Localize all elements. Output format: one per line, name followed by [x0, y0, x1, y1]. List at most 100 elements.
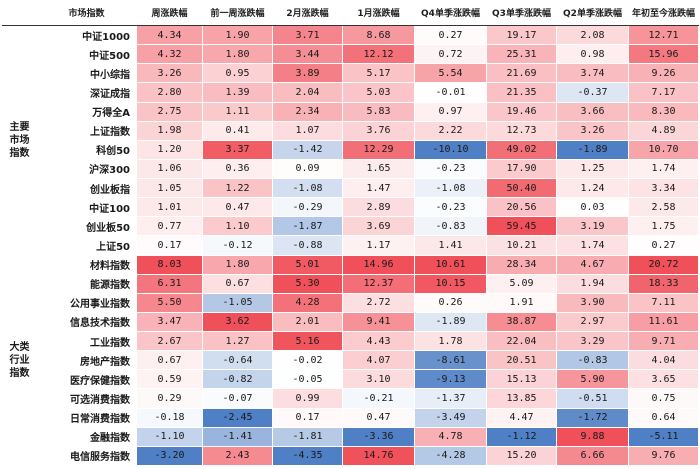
value-cell: -2.45	[202, 407, 273, 428]
value-cell: 15.20	[486, 445, 557, 467]
value-cell: 5.90	[556, 369, 629, 390]
value-cell: 8.03	[136, 254, 203, 275]
index-name: 中证1000	[36, 24, 137, 46]
value-cell: 0.03	[556, 197, 629, 218]
value-cell: 10.21	[486, 235, 557, 256]
value-cell: 1.80	[202, 254, 273, 275]
index-name: 医疗保健指数	[36, 369, 137, 390]
value-cell: -9.13	[414, 369, 487, 390]
value-cell: 4.34	[136, 24, 203, 46]
value-cell: 28.34	[486, 254, 557, 275]
value-cell: 9.26	[628, 63, 699, 84]
table-row: 万得全A 2.75 1.11 2.34 5.83 0.97 19.46 3.66 8.30	[3, 101, 699, 122]
value-cell: -8.61	[414, 350, 487, 371]
value-cell: 0.17	[272, 407, 343, 428]
value-cell: 1.75	[628, 216, 699, 237]
value-cell: 2.22	[414, 120, 487, 141]
table-row: 沪深300 1.06 0.36 0.09 1.65 -0.23 17.90 1.25 1.74	[3, 158, 699, 180]
value-cell: 5.83	[342, 101, 415, 122]
value-cell: 1.20	[136, 139, 203, 160]
index-name: 电信服务指数	[36, 445, 137, 467]
table-row: 大类行业指数 材料指数 8.03 1.80 5.01 14.96 10.61 28.34 4.6…	[2, 254, 699, 466]
table-row: 公用事业指数 5.50 -1.05 4.28 2.72 0.26 1.91 3.90 7.11	[3, 292, 699, 313]
value-cell: -1.08	[272, 177, 343, 199]
value-cell: 1.17	[342, 235, 415, 256]
value-cell: -0.51	[556, 388, 629, 409]
index-name: 万得全A	[36, 101, 137, 122]
value-cell: 4.89	[628, 120, 699, 141]
table-row: 工业指数 2.67 1.27 5.16 4.43 1.78 22.04 3.29 9.71	[3, 330, 699, 352]
value-cell: 1.25	[556, 158, 629, 180]
table-row: 金融指数 -1.10 -1.41 -1.81 -3.36 4.78 -1.12 9.88 -5.…	[3, 426, 699, 447]
value-cell: 1.65	[342, 158, 415, 180]
value-cell: 12.71	[628, 24, 699, 46]
value-cell: 8.68	[342, 24, 415, 46]
table-body: 主要市场指数 中证1000 4.34 1.90 3.71 8.68 0.27 19.17 2.0…	[2, 24, 699, 467]
value-cell: 13.85	[486, 388, 557, 409]
value-cell: -3.49	[414, 407, 487, 428]
value-cell: 0.41	[202, 120, 273, 141]
table-row: 中证500 4.32 1.80 3.44 12.12 0.72 25.31 0.98 15.96	[3, 44, 699, 65]
index-name: 科创50	[36, 139, 137, 160]
index-name: 房地产指数	[36, 350, 137, 371]
value-cell: 1.27	[202, 330, 273, 352]
value-cell: 12.73	[486, 120, 557, 141]
value-cell: 15.96	[628, 44, 699, 65]
value-cell: 4.43	[342, 330, 415, 352]
value-cell: -1.42	[272, 139, 343, 160]
value-cell: 6.31	[136, 273, 203, 294]
value-cell: 2.58	[628, 197, 699, 218]
value-cell: 3.71	[272, 24, 343, 46]
value-cell: 0.72	[414, 44, 487, 65]
value-cell: 5.01	[272, 254, 343, 275]
index-name: 日常消费指数	[36, 407, 137, 428]
value-cell: 0.59	[136, 369, 203, 390]
value-cell: 10.61	[414, 254, 487, 275]
index-name: 中小综指	[36, 63, 137, 84]
column-header: 2月涨跌幅	[272, 2, 343, 26]
value-cell: 3.26	[556, 120, 629, 141]
value-cell: 4.67	[556, 254, 629, 275]
value-cell: 2.08	[556, 24, 629, 46]
value-cell: 20.72	[628, 254, 699, 275]
value-cell: 4.78	[414, 426, 487, 447]
value-cell: 1.39	[202, 82, 273, 103]
value-cell: -1.89	[556, 139, 629, 160]
value-cell: 2.34	[272, 101, 343, 122]
value-cell: 10.15	[414, 273, 487, 294]
index-name: 可选消费指数	[36, 388, 137, 409]
value-cell: 1.80	[202, 44, 273, 65]
value-cell: 4.47	[486, 407, 557, 428]
table-row: 深证成指 2.80 1.39 2.04 5.03 -0.01 21.35 -0.37 7.17	[3, 82, 699, 103]
index-name: 中证100	[36, 197, 137, 218]
value-cell: 7.17	[628, 82, 699, 103]
table-row: 信息技术指数 3.47 3.62 2.01 9.41 -1.89 38.87 2.97 11.6…	[3, 311, 699, 333]
value-cell: -0.21	[342, 388, 415, 409]
value-cell: 1.41	[414, 235, 487, 256]
value-cell: 1.05	[136, 177, 203, 199]
value-cell: -0.29	[272, 197, 343, 218]
value-cell: 15.13	[486, 369, 557, 390]
column-header: 前一周涨跌幅	[202, 2, 273, 26]
value-cell: 3.74	[556, 63, 629, 84]
value-cell: -0.23	[414, 158, 487, 180]
value-cell: -1.37	[414, 388, 487, 409]
value-cell: 19.46	[486, 101, 557, 122]
value-cell: 1.11	[202, 101, 273, 122]
value-cell: 1.98	[136, 120, 203, 141]
header-group-cell	[2, 2, 37, 26]
value-cell: 12.12	[342, 44, 415, 65]
index-name: 工业指数	[36, 330, 137, 352]
value-cell: 9.76	[628, 445, 699, 467]
value-cell: -1.87	[272, 216, 343, 237]
table-row: 电信服务指数 -3.20 2.43 -4.35 14.76 -4.28 15.20 6.66 9…	[3, 445, 699, 467]
value-cell: 1.22	[202, 177, 273, 199]
index-name: 沪深300	[36, 158, 137, 180]
column-header: 周涨跌幅	[136, 2, 203, 26]
index-name: 创业板指	[36, 177, 137, 199]
value-cell: 0.77	[136, 216, 203, 237]
value-cell: 1.06	[136, 158, 203, 180]
value-cell: 3.19	[556, 216, 629, 237]
table-row: 上证50 0.17 -0.12 -0.88 1.17 1.41 10.21 1.74 0.27	[3, 235, 699, 256]
